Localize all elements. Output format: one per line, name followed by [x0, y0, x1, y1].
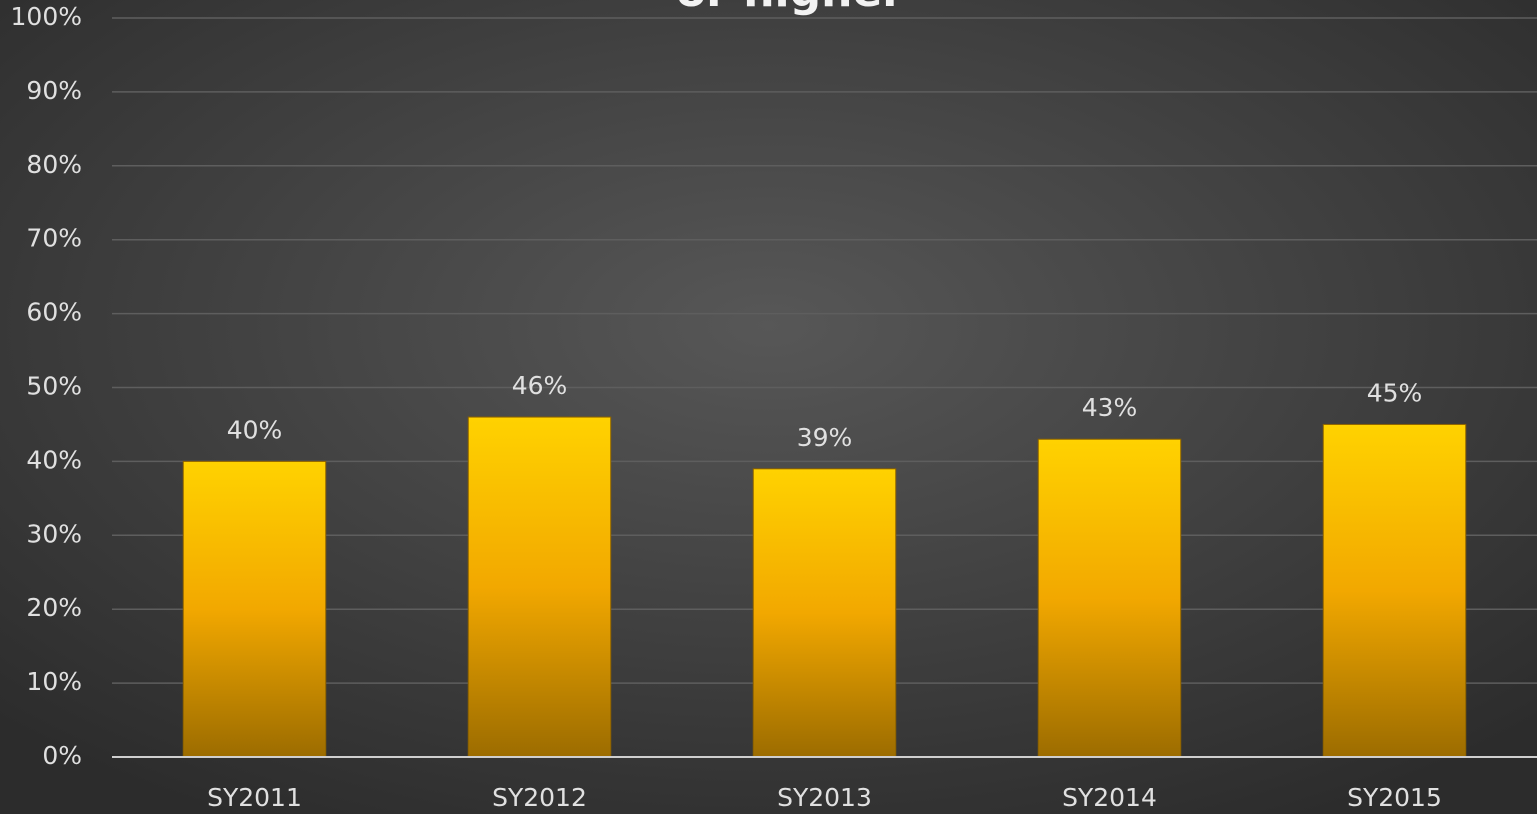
data-label: 45%: [1367, 378, 1423, 407]
bar: [752, 468, 897, 758]
data-label: 40%: [227, 415, 283, 444]
y-tick-label: 70%: [26, 224, 82, 253]
bar: [182, 460, 327, 758]
x-tick-label: SY2011: [207, 783, 302, 812]
y-tick-label: 90%: [26, 76, 82, 105]
x-tick-label: SY2012: [492, 783, 587, 812]
data-label: 43%: [1082, 393, 1138, 422]
data-label: 39%: [797, 423, 853, 452]
y-tick-label: 20%: [26, 593, 82, 622]
x-tick-label: SY2013: [777, 783, 872, 812]
y-tick-label: 10%: [26, 667, 82, 696]
chart-title: or higher: [676, 0, 904, 17]
y-tick-label: 60%: [26, 298, 82, 327]
y-tick-label: 30%: [26, 519, 82, 548]
y-tick-label: 40%: [26, 445, 82, 474]
y-tick-label: 100%: [11, 2, 82, 31]
y-tick-label: 50%: [26, 372, 82, 401]
data-label: 46%: [512, 371, 568, 400]
x-tick-label: SY2014: [1062, 783, 1157, 812]
x-tick-label: SY2015: [1347, 783, 1442, 812]
y-tick-label: 0%: [42, 741, 82, 770]
bar: [467, 416, 612, 758]
y-tick-label: 80%: [26, 150, 82, 179]
bar: [1037, 438, 1182, 758]
bar: [1322, 423, 1467, 758]
